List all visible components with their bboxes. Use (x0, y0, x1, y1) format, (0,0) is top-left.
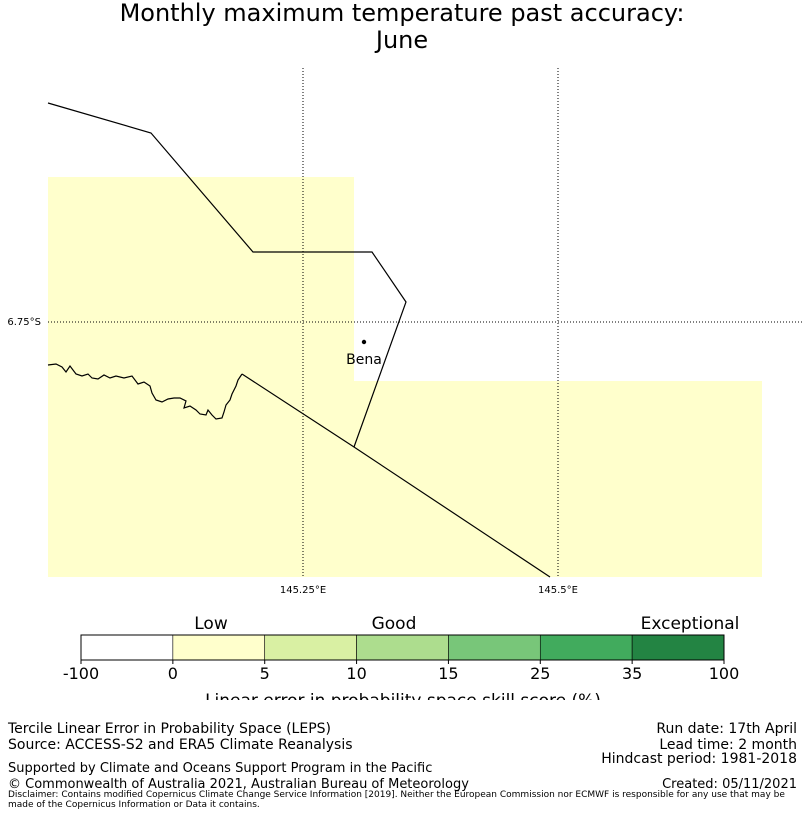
colorbar-label: Linear error in probability space skill … (205, 691, 601, 700)
skill-cell-west (48, 177, 354, 577)
colorbar-tick-label: 15 (438, 664, 458, 683)
longitude-label: 145.5°E (538, 585, 578, 596)
town-marker-icon (361, 339, 367, 345)
lead-time: Lead time: 2 month (659, 737, 797, 753)
colorbar-category-low: Low (194, 614, 228, 634)
colorbar-ticks: -100 0 5 10 15 25 35 100 (63, 660, 739, 683)
colorbar-tick-label: 10 (346, 664, 366, 683)
longitude-label: 145.25°E (280, 585, 326, 596)
colorbar-segment (448, 634, 541, 661)
colorbar-segment (80, 634, 174, 661)
colorbar-tick-label: 25 (530, 664, 550, 683)
support-statement: Supported by Climate and Oceans Support … (8, 761, 433, 776)
colorbar-segment (631, 634, 725, 661)
disclaimer: Disclaimer: Contains modified Copernicus… (8, 790, 785, 810)
colorbar (80, 634, 725, 661)
river-line (47, 363, 243, 420)
colorbar-category-good: Good (372, 614, 417, 634)
copyright: © Commonwealth of Australia 2021, Austra… (8, 777, 469, 792)
latitude-label: 6.75°S (7, 317, 41, 328)
run-date: Run date: 17th April (656, 721, 797, 737)
province-boundary (241, 373, 551, 578)
colorbar-tick-label: 35 (622, 664, 642, 683)
town-label: Bena (346, 352, 382, 368)
colorbar-tick-label: 100 (709, 664, 740, 683)
created-date: Created: 05/11/2021 (662, 777, 797, 792)
colorbar-category-exceptional: Exceptional (641, 614, 740, 634)
colorbar-tick-label: 5 (260, 664, 270, 683)
map-figure: Bena 6.75°S 145.25°E 145.5°E Low Good Ex… (7, 68, 804, 700)
colorbar-segment (172, 634, 266, 661)
hindcast-period: Hindcast period: 1981-2018 (601, 751, 797, 767)
product-description: Tercile Linear Error in Probability Spac… (8, 721, 331, 737)
colorbar-tick-label: -100 (63, 664, 99, 683)
colorbar-segment (539, 634, 633, 661)
province-boundary (47, 102, 407, 448)
colorbar-tick-label: 0 (168, 664, 178, 683)
colorbar-segment (264, 634, 357, 661)
map-subtitle-month: June (375, 26, 429, 54)
data-source: Source: ACCESS-S2 and ERA5 Climate Reana… (8, 737, 353, 753)
map-title: Monthly maximum temperature past accurac… (119, 0, 685, 27)
colorbar-frame (80, 634, 725, 661)
colorbar-segment (356, 634, 449, 661)
